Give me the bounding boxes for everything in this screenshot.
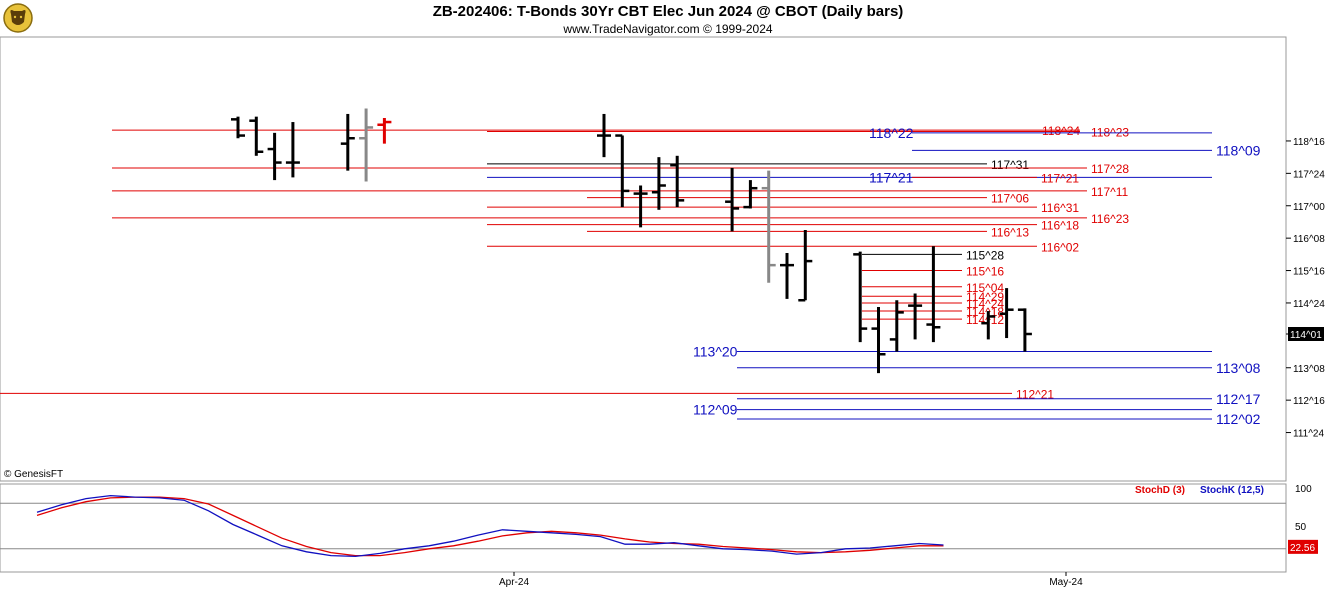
level-label: 116^13 [991, 225, 1029, 239]
level-label: 113^20 [693, 344, 738, 360]
y-tick-label: 118^16 [1293, 137, 1325, 148]
legend-stochk: StochK (12,5) [1200, 485, 1264, 496]
level-label: 115^04 [966, 281, 1004, 295]
stoch-last-label: 22.56 [1290, 543, 1315, 554]
y-tick-label: 115^16 [1293, 267, 1325, 278]
level-label: 112^02 [1216, 411, 1261, 427]
level-label: 116^31 [1041, 201, 1079, 215]
level-label: 117^11 [1091, 185, 1129, 199]
level-label: 114^29 [966, 290, 1004, 304]
y-tick-label: 112^16 [1293, 396, 1325, 407]
y-tick-label: 117^24 [1293, 169, 1325, 180]
chart-subtitle: www.TradeNavigator.com © 1999-2024 [563, 22, 773, 36]
x-tick-label: May-24 [1049, 577, 1083, 588]
y-tick-label: 114^24 [1293, 299, 1325, 310]
stoch-d-line [36, 496, 944, 557]
price-panel-frame [0, 36, 1287, 482]
stoch-k-line [36, 494, 944, 558]
stoch-last-box [1288, 539, 1318, 554]
level-label: 113^08 [1216, 360, 1261, 376]
level-label: 118^09 [1216, 142, 1261, 158]
chart-title: ZB-202406: T-Bonds 30Yr CBT Elec Jun 202… [432, 3, 904, 20]
level-label: 117^21 [869, 169, 914, 185]
level-label: 117^31 [991, 158, 1029, 172]
level-label: 117^28 [1091, 162, 1129, 176]
copyright-label: © GenesisFT [4, 469, 64, 480]
stoch-panel-frame [0, 483, 1287, 573]
legend-stochd: StochD (3) [1135, 485, 1185, 496]
stoch-y-tick-label: 100 [1295, 484, 1312, 495]
y-tick-label: 111^24 [1293, 429, 1324, 440]
bull-logo-icon [2, 2, 34, 39]
level-label: 117^06 [991, 192, 1029, 206]
level-label: 117^21 [1041, 171, 1079, 185]
level-label: 115^28 [966, 248, 1004, 262]
x-tick-label: Apr-24 [499, 577, 529, 588]
y-tick-label: 113^08 [1293, 364, 1325, 375]
stoch-y-tick-label: 50 [1295, 522, 1307, 533]
last-price-box [1288, 327, 1324, 341]
level-label: 112^09 [693, 402, 738, 418]
level-label: 114^24 [966, 297, 1004, 311]
level-label: 114^12 [966, 313, 1004, 327]
level-label: 115^16 [966, 265, 1004, 279]
level-label: 116^23 [1091, 212, 1129, 226]
level-label: 116^18 [1041, 219, 1079, 233]
last-price-label: 114^01 [1290, 330, 1322, 341]
level-label: 118^22 [869, 125, 914, 141]
level-label: 112^17 [1216, 391, 1261, 407]
level-label: 116^02 [1041, 240, 1079, 254]
level-label: 112^21 [1016, 387, 1054, 401]
y-tick-label: 117^00 [1293, 202, 1325, 213]
y-tick-label: 116^08 [1293, 234, 1325, 245]
